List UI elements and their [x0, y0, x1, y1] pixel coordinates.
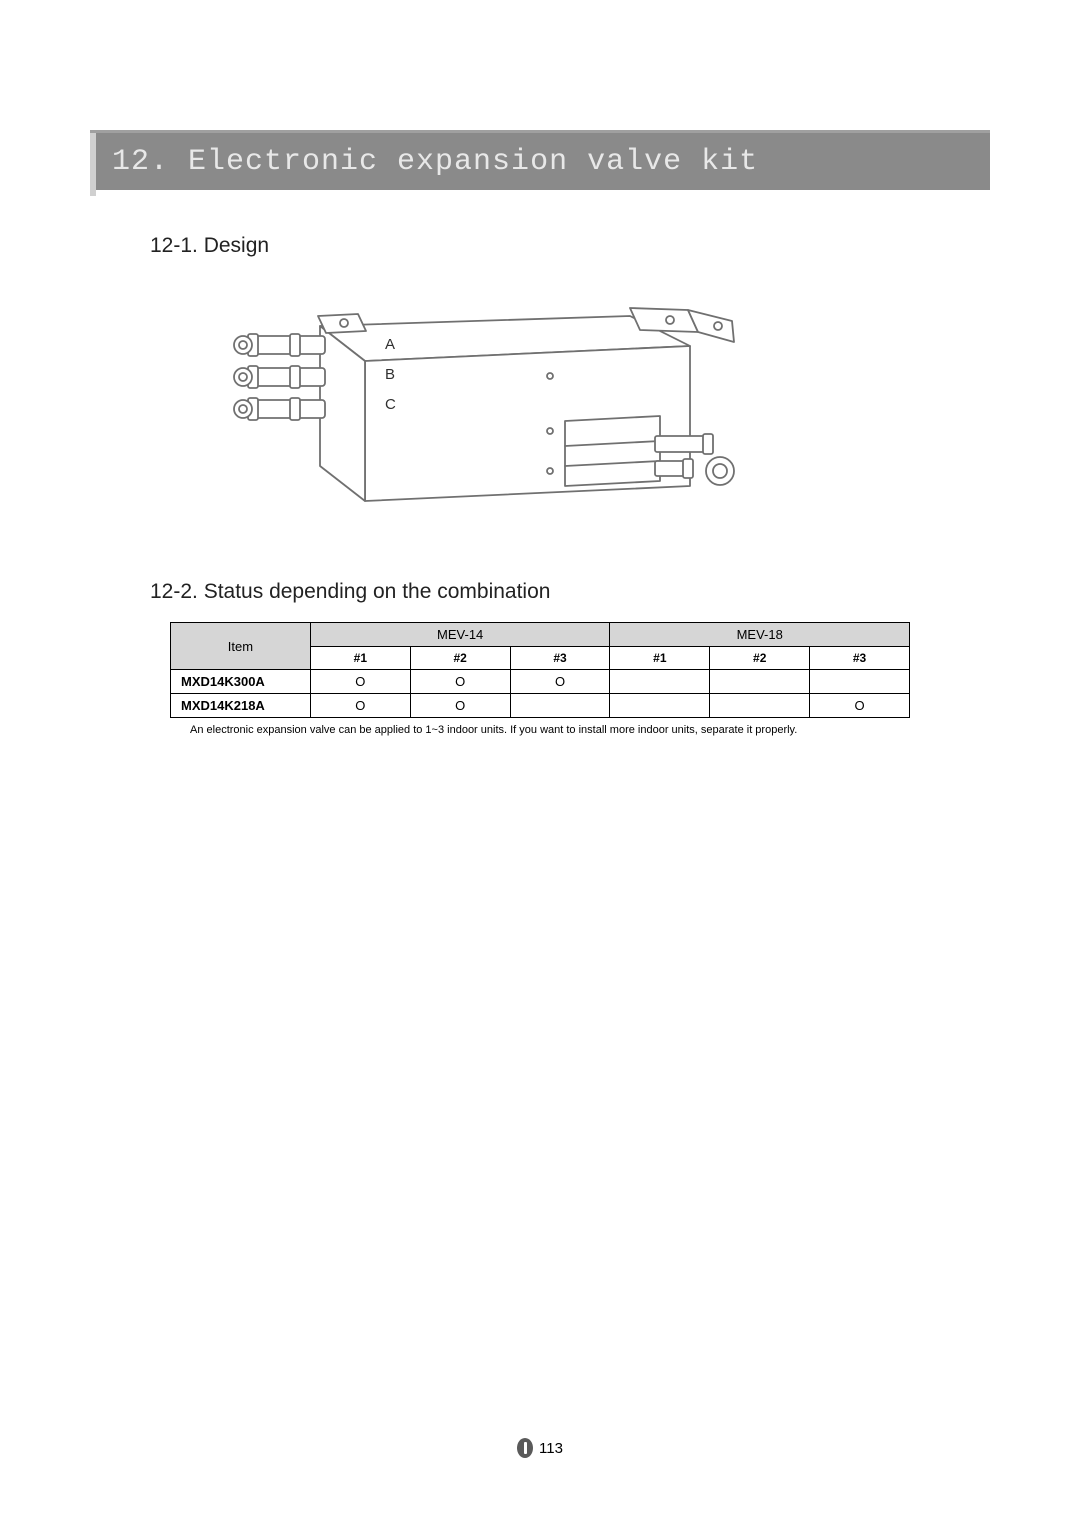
footer-bullet-icon [517, 1438, 533, 1458]
page-root: 12. Electronic expansion valve kit 12-1.… [0, 0, 1080, 1528]
table-cell: O [310, 670, 410, 694]
th-group-mev18: MEV-18 [610, 623, 910, 647]
diagram-label-b: B [385, 366, 395, 383]
valve-kit-diagram: A B C [200, 276, 760, 536]
table-note: An electronic expansion valve can be app… [190, 724, 1010, 736]
row-label: MXD14K300A [171, 670, 311, 694]
th-sub-4: #1 [610, 647, 710, 670]
row-label: MXD14K218A [171, 694, 311, 718]
table-cell [810, 670, 910, 694]
table-cell: O [410, 670, 510, 694]
th-sub-1: #1 [310, 647, 410, 670]
table-cell: O [810, 694, 910, 718]
th-sub-5: #2 [710, 647, 810, 670]
valve-kit-svg: A B C [200, 276, 760, 536]
th-sub-3: #3 [510, 647, 610, 670]
th-sub-6: #3 [810, 647, 910, 670]
table-row: MXD14K218A O O O [171, 694, 910, 718]
table-row: MXD14K300A O O O [171, 670, 910, 694]
section-heading-status: 12-2. Status depending on the combinatio… [150, 580, 990, 604]
chapter-title-band: 12. Electronic expansion valve kit [90, 130, 990, 190]
table-cell [610, 694, 710, 718]
table-cell: O [310, 694, 410, 718]
th-group-mev14: MEV-14 [310, 623, 610, 647]
th-item: Item [171, 623, 311, 670]
page-footer: 113 [0, 1438, 1080, 1458]
title-accent [90, 133, 96, 196]
table-cell [710, 670, 810, 694]
table-cell: O [510, 670, 610, 694]
th-sub-2: #2 [410, 647, 510, 670]
status-table: Item MEV-14 MEV-18 #1 #2 #3 #1 #2 #3 MXD… [170, 622, 910, 718]
diagram-label-c: C [385, 396, 396, 413]
table-cell: O [410, 694, 510, 718]
table-cell [610, 670, 710, 694]
section-heading-design: 12-1. Design [150, 234, 990, 258]
page-number: 113 [539, 1440, 563, 1457]
table-cell [510, 694, 610, 718]
table-cell [710, 694, 810, 718]
chapter-title: 12. Electronic expansion valve kit [90, 145, 758, 179]
diagram-label-a: A [385, 336, 395, 353]
